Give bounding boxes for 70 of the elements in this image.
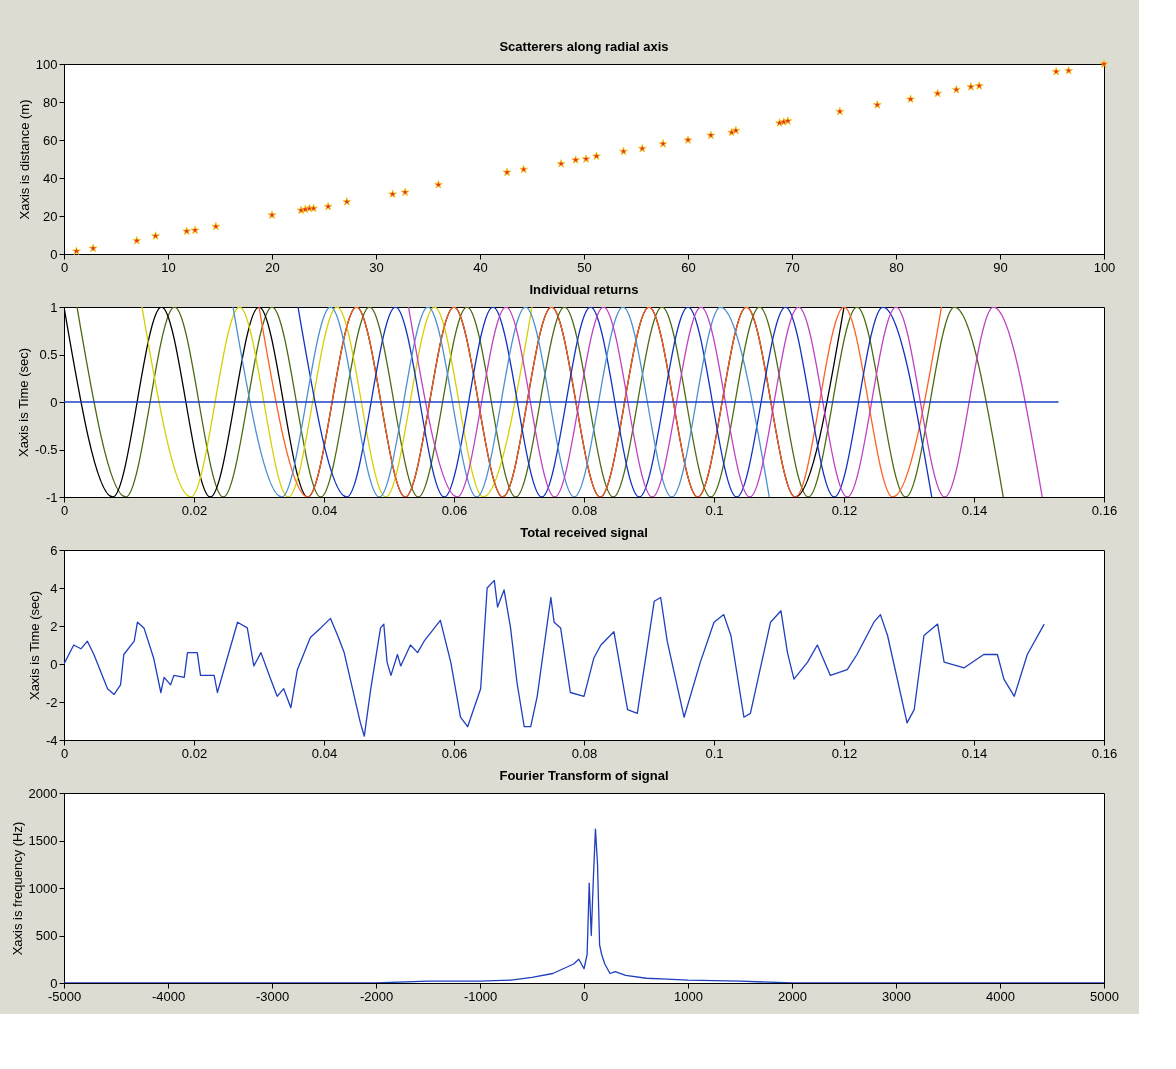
chart-title: Total received signal	[520, 525, 648, 540]
x-tick-label: 40	[473, 259, 488, 275]
y-tick-label: -4	[45, 732, 58, 748]
x-tick-label: 0.14	[961, 745, 988, 761]
x-tick-label: 10	[161, 259, 176, 275]
x-tick-label: 0.06	[441, 502, 468, 518]
y-tick-label: 0.5	[39, 347, 58, 362]
y-tick-label: 1500	[28, 833, 58, 848]
x-tick-label: 70	[785, 259, 800, 275]
x-tick-label: 2000	[778, 988, 807, 1004]
chart-title: Fourier Transform of signal	[499, 768, 669, 783]
x-tick-label: 0.04	[311, 502, 338, 518]
x-tick-label: -3000	[255, 988, 290, 1004]
x-tick-label: 0.12	[831, 745, 858, 761]
x-tick-label: 0	[60, 502, 69, 518]
x-tick-label: 30	[369, 259, 384, 275]
x-tick-label: 80	[889, 259, 904, 275]
x-tick-label: 0.08	[571, 502, 598, 518]
x-tick-label: -4000	[151, 988, 186, 1004]
y-tick-label: 500	[35, 928, 58, 943]
y-tick-label: 40	[43, 170, 58, 186]
x-tick-label: 0.14	[961, 502, 988, 518]
y-tick-label: 2	[50, 618, 58, 634]
x-tick-label: 50	[577, 259, 592, 275]
x-tick-label: 0.08	[571, 745, 598, 761]
x-tick-label: 0	[580, 988, 589, 1004]
chart-title: Scatterers along radial axis	[499, 39, 669, 54]
x-tick-label: 1000	[674, 988, 703, 1004]
y-tick-label: 0	[50, 656, 58, 672]
x-tick-label: 60	[681, 259, 696, 275]
x-tick-label: 90	[993, 259, 1008, 275]
y-axis-title: Xaxis is Time (sec)	[16, 347, 32, 458]
x-tick-label: 0.1	[705, 502, 724, 518]
y-tick-label: 20	[43, 208, 58, 224]
x-tick-label: 0	[60, 259, 69, 275]
x-tick-label: 0	[60, 745, 69, 761]
y-axis-title: Xaxis is Time (sec)	[26, 590, 42, 701]
y-tick-label: 60	[43, 132, 58, 148]
y-tick-label: -2	[45, 694, 58, 710]
x-tick-label: -5000	[47, 988, 82, 1004]
chart-title: Individual returns	[529, 282, 639, 297]
x-tick-label: 0.16	[1091, 502, 1118, 518]
x-tick-label: 0.02	[181, 502, 208, 518]
x-tick-label: 0.06	[441, 745, 468, 761]
x-tick-label: 5000	[1090, 988, 1119, 1004]
x-tick-label: 0.16	[1091, 745, 1118, 761]
x-tick-label: 0.12	[831, 502, 858, 518]
y-tick-label: 0	[50, 975, 58, 991]
y-tick-label: -0.5	[35, 442, 58, 457]
x-tick-label: 0.1	[705, 745, 724, 761]
x-tick-label: -1000	[463, 988, 498, 1004]
y-tick-label: 1000	[28, 880, 58, 896]
y-axis-title: Xaxis is frequency (Hz)	[9, 821, 25, 956]
x-tick-label: 100	[1093, 259, 1116, 275]
x-tick-label: 3000	[882, 988, 911, 1004]
y-tick-label: 0	[50, 246, 58, 262]
x-tick-label: 20	[265, 259, 280, 275]
y-tick-label: -1	[45, 489, 58, 505]
y-tick-label: 1	[50, 299, 58, 315]
x-tick-label: 0.04	[311, 745, 338, 761]
y-tick-label: 0	[50, 394, 58, 410]
y-axis-title: Xaxis is distance (m)	[16, 99, 32, 220]
y-tick-label: 6	[50, 542, 58, 558]
x-tick-label: -2000	[359, 988, 394, 1004]
y-tick-label: 2000	[28, 785, 58, 801]
y-tick-label: 4	[50, 580, 58, 596]
y-tick-label: 100	[35, 56, 58, 72]
y-tick-label: 80	[43, 94, 58, 110]
x-tick-label: 0.02	[181, 745, 208, 761]
x-tick-label: 4000	[986, 988, 1015, 1004]
